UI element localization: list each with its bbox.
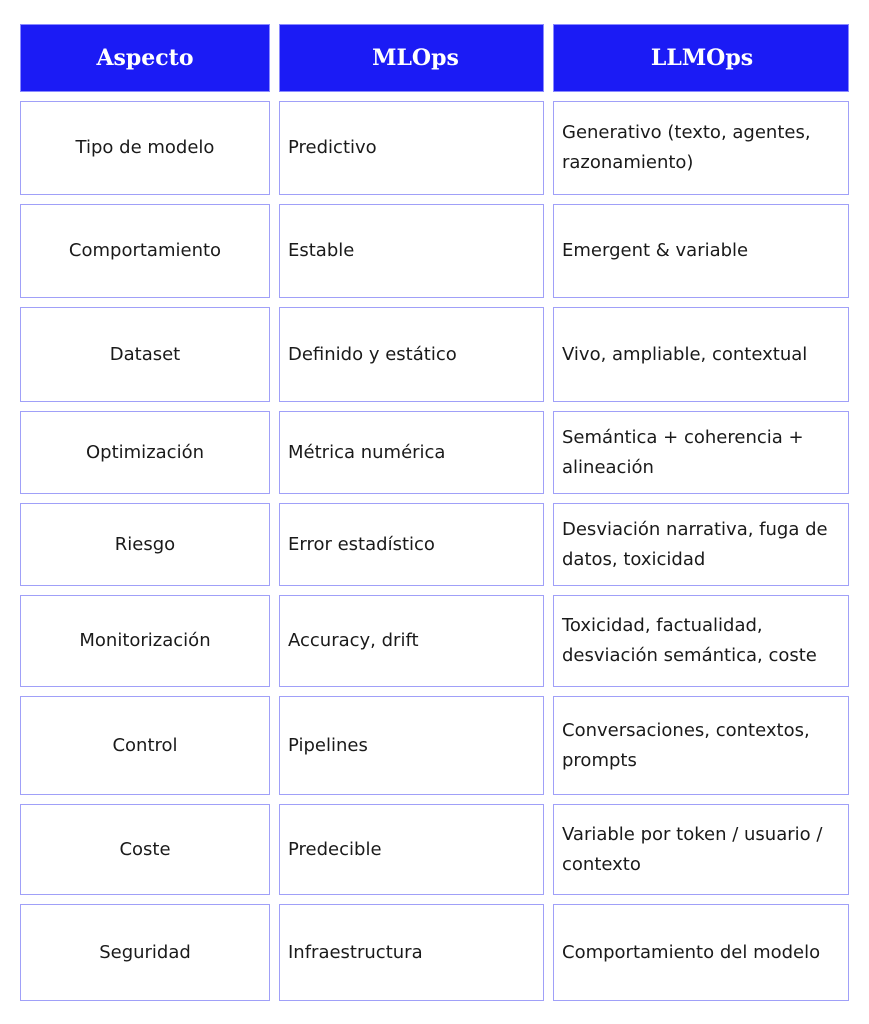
cell-llmops: Vivo, ampliable, contextual (553, 307, 849, 402)
cell-llmops: Semántica + coherencia + alineación (553, 411, 849, 494)
cell-aspect: Dataset (20, 307, 270, 402)
cell-mlops: Métrica numérica (279, 411, 544, 494)
cell-mlops: Infraestructura (279, 904, 544, 1001)
cell-aspect: Control (20, 696, 270, 795)
header-mlops: MLOps (279, 24, 544, 92)
cell-aspect: Coste (20, 804, 270, 895)
cell-aspect: Comportamiento (20, 204, 270, 298)
cell-llmops: Comportamiento del modelo (553, 904, 849, 1001)
cell-llmops: Generativo (texto, agentes, razonamiento… (553, 101, 849, 195)
cell-llmops: Emergent & variable (553, 204, 849, 298)
cell-mlops: Pipelines (279, 696, 544, 795)
cell-aspect: Seguridad (20, 904, 270, 1001)
cell-mlops: Predecible (279, 804, 544, 895)
cell-llmops: Variable por token / usuario / contexto (553, 804, 849, 895)
header-llmops: LLMOps (553, 24, 849, 92)
cell-llmops: Desviación narrativa, fuga de datos, tox… (553, 503, 849, 586)
cell-aspect: Monitorización (20, 595, 270, 687)
cell-mlops: Definido y estático (279, 307, 544, 402)
cell-llmops: Conversaciones, contextos, prompts (553, 696, 849, 795)
cell-aspect: Tipo de modelo (20, 101, 270, 195)
cell-aspect: Riesgo (20, 503, 270, 586)
cell-mlops: Estable (279, 204, 544, 298)
cell-mlops: Accuracy, drift (279, 595, 544, 687)
cell-mlops: Predictivo (279, 101, 544, 195)
cell-llmops: Toxicidad, factualidad, desviación semán… (553, 595, 849, 687)
cell-mlops: Error estadístico (279, 503, 544, 586)
cell-aspect: Optimización (20, 411, 270, 494)
header-aspect: Aspecto (20, 24, 270, 92)
